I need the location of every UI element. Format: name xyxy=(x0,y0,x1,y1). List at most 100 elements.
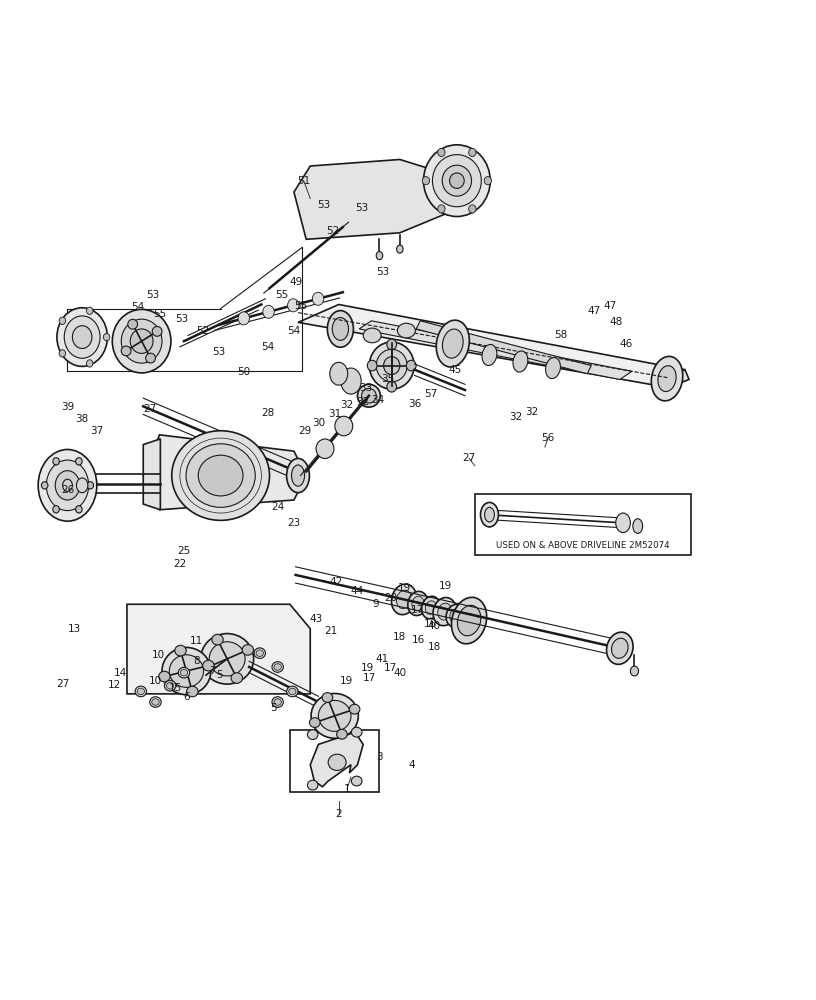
Ellipse shape xyxy=(328,754,346,770)
Text: 32: 32 xyxy=(357,397,370,407)
Text: 31: 31 xyxy=(328,409,341,419)
Ellipse shape xyxy=(53,458,60,465)
Ellipse shape xyxy=(308,780,318,790)
Polygon shape xyxy=(359,321,632,379)
Ellipse shape xyxy=(86,307,93,314)
Ellipse shape xyxy=(408,591,428,616)
Ellipse shape xyxy=(397,590,411,609)
Ellipse shape xyxy=(162,647,211,695)
Ellipse shape xyxy=(633,519,643,533)
Text: 5: 5 xyxy=(270,703,277,713)
Ellipse shape xyxy=(422,596,440,619)
Ellipse shape xyxy=(158,671,170,682)
Text: 20: 20 xyxy=(384,593,397,603)
Text: 44: 44 xyxy=(350,586,363,596)
Ellipse shape xyxy=(166,682,174,689)
Ellipse shape xyxy=(122,319,162,363)
Text: 52: 52 xyxy=(326,226,339,236)
Text: 27: 27 xyxy=(143,404,157,414)
Text: 11: 11 xyxy=(189,636,203,646)
Text: 2: 2 xyxy=(335,809,342,819)
Text: 9: 9 xyxy=(372,599,379,609)
Ellipse shape xyxy=(76,506,82,513)
Ellipse shape xyxy=(87,482,94,489)
Text: 43: 43 xyxy=(309,614,322,624)
Ellipse shape xyxy=(482,344,497,366)
Text: 28: 28 xyxy=(261,408,274,418)
Text: 22: 22 xyxy=(173,559,187,569)
Ellipse shape xyxy=(387,339,397,350)
Ellipse shape xyxy=(376,252,383,260)
Text: 51: 51 xyxy=(297,176,310,186)
Text: 46: 46 xyxy=(619,339,633,349)
Text: 33: 33 xyxy=(359,383,372,393)
Ellipse shape xyxy=(658,366,676,392)
Ellipse shape xyxy=(198,455,243,496)
Ellipse shape xyxy=(53,506,60,513)
Text: 16: 16 xyxy=(424,619,437,629)
Text: 8: 8 xyxy=(193,656,200,666)
Ellipse shape xyxy=(291,465,304,486)
Ellipse shape xyxy=(201,663,212,673)
Text: 54: 54 xyxy=(287,326,300,336)
Ellipse shape xyxy=(513,351,528,372)
Polygon shape xyxy=(668,370,689,388)
Text: 3: 3 xyxy=(376,752,383,762)
Ellipse shape xyxy=(337,729,348,739)
Text: 42: 42 xyxy=(330,577,343,587)
Ellipse shape xyxy=(122,346,131,356)
Text: 55: 55 xyxy=(275,290,288,300)
Ellipse shape xyxy=(201,634,254,684)
Ellipse shape xyxy=(387,381,397,392)
Ellipse shape xyxy=(73,326,92,348)
Text: 32: 32 xyxy=(509,412,522,422)
Ellipse shape xyxy=(392,584,416,615)
Bar xyxy=(475,494,690,555)
Polygon shape xyxy=(298,304,685,388)
Ellipse shape xyxy=(352,727,362,737)
Ellipse shape xyxy=(361,388,376,403)
Ellipse shape xyxy=(180,669,188,676)
Ellipse shape xyxy=(76,458,82,465)
Ellipse shape xyxy=(150,697,162,707)
Text: 50: 50 xyxy=(237,367,250,377)
Ellipse shape xyxy=(446,604,464,627)
Text: 56: 56 xyxy=(542,433,555,443)
Ellipse shape xyxy=(153,326,162,336)
Ellipse shape xyxy=(433,598,456,626)
Ellipse shape xyxy=(437,603,451,620)
Ellipse shape xyxy=(63,479,73,491)
Ellipse shape xyxy=(485,507,494,522)
Polygon shape xyxy=(127,604,310,694)
Ellipse shape xyxy=(212,634,224,645)
Text: 52: 52 xyxy=(196,326,210,336)
Ellipse shape xyxy=(128,319,138,329)
Ellipse shape xyxy=(274,664,282,670)
Text: 53: 53 xyxy=(212,347,226,357)
Ellipse shape xyxy=(481,502,499,527)
Ellipse shape xyxy=(349,704,360,714)
Text: 1: 1 xyxy=(344,784,350,794)
Ellipse shape xyxy=(450,609,461,622)
Text: 5: 5 xyxy=(215,670,222,680)
Text: 41: 41 xyxy=(375,654,388,664)
Text: 54: 54 xyxy=(261,342,274,352)
Ellipse shape xyxy=(631,666,639,676)
Ellipse shape xyxy=(187,686,198,697)
Text: 57: 57 xyxy=(424,389,437,399)
Text: 17: 17 xyxy=(363,673,376,683)
Ellipse shape xyxy=(272,697,283,707)
Text: 34: 34 xyxy=(371,395,384,405)
Ellipse shape xyxy=(135,686,147,697)
Text: 58: 58 xyxy=(555,330,568,340)
Ellipse shape xyxy=(442,165,472,196)
Text: 10: 10 xyxy=(151,650,165,660)
Ellipse shape xyxy=(451,597,486,644)
Text: 7: 7 xyxy=(209,666,215,676)
Ellipse shape xyxy=(104,333,110,341)
Ellipse shape xyxy=(59,350,65,357)
Text: 19: 19 xyxy=(398,583,411,593)
Polygon shape xyxy=(294,159,467,239)
Text: 21: 21 xyxy=(324,626,337,636)
Text: 32: 32 xyxy=(526,407,539,417)
